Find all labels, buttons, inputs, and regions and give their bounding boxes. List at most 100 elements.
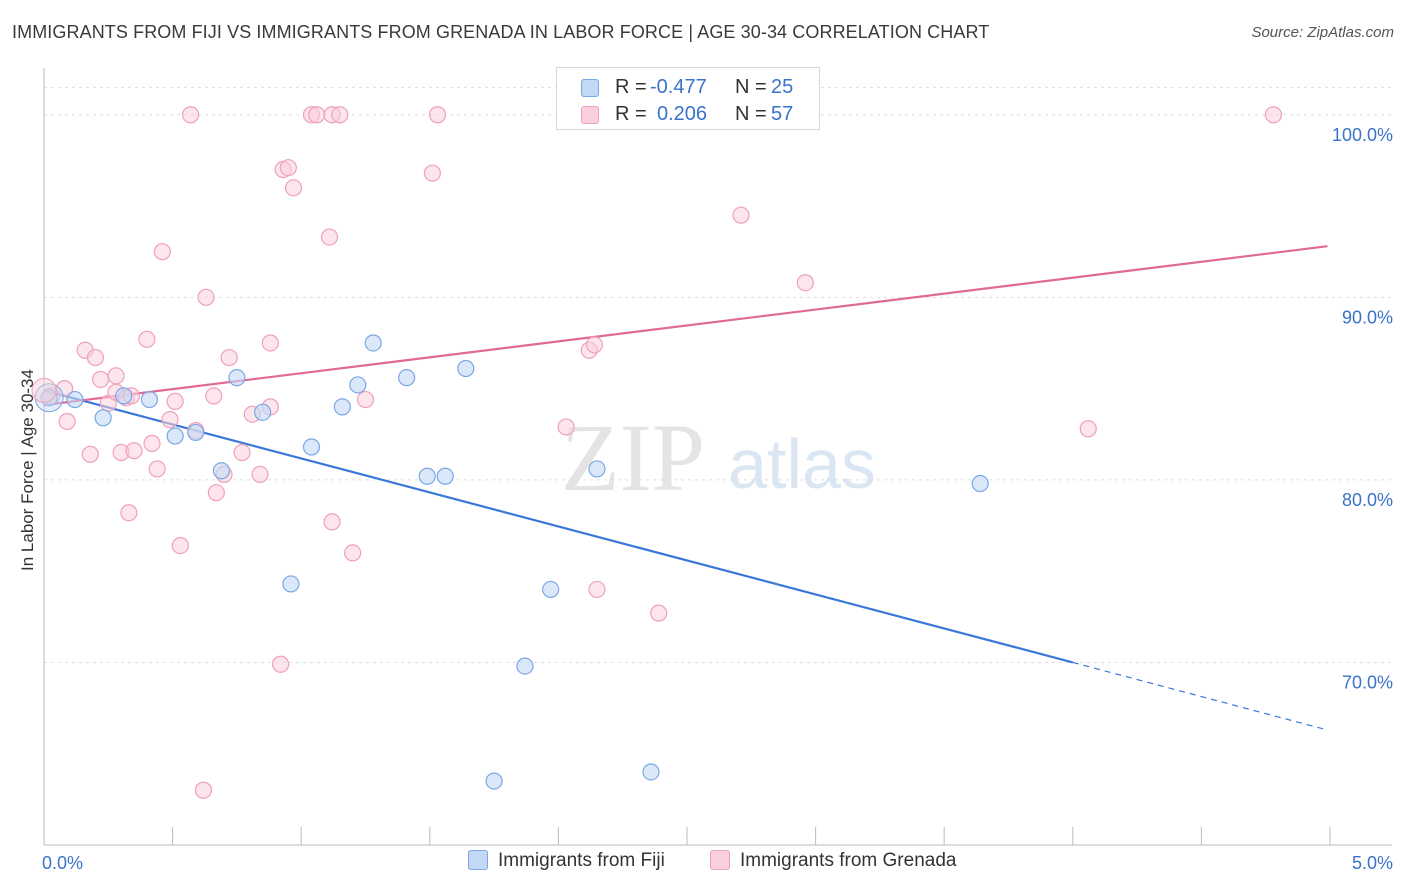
grenada-point — [220, 348, 238, 367]
legend-r-value-grenada: 0.206 — [657, 103, 708, 125]
fiji-point — [588, 460, 606, 478]
grenada-point — [557, 418, 575, 436]
fiji-point — [282, 575, 300, 593]
fiji-point — [542, 580, 560, 599]
correlation-legend: R = -0.477 N = 25 R = 0.206 N = 57 — [556, 67, 820, 130]
grenada-point — [272, 655, 290, 673]
fiji-point — [642, 763, 660, 781]
y-tick-label: 90.0% — [1342, 307, 1393, 327]
grenada-point — [55, 380, 74, 398]
grenada-point — [323, 513, 341, 531]
bottom-legend-label-fiji: Immigrants from Fiji — [498, 850, 665, 871]
grenada-trend-line — [43, 245, 1328, 407]
grenada-point — [153, 243, 171, 261]
legend-n-label: N = — [735, 103, 767, 125]
grenada-point — [428, 106, 447, 124]
y-axis-label: In Labor Force | Age 30-34 — [18, 369, 37, 571]
bottom-legend-label-grenada: Immigrants from Grenada — [740, 850, 957, 871]
legend-swatch-grenada — [581, 106, 599, 124]
grenada-point — [58, 412, 76, 431]
grenada-point — [588, 580, 606, 599]
grenada-point — [86, 348, 105, 367]
y-tick-label: 100.0% — [1332, 125, 1393, 145]
fiji-point — [254, 403, 272, 421]
grenada-point — [91, 370, 110, 389]
tick-labels: 70.0% 80.0% 90.0% 100.0% 0.0% 5.0% — [42, 125, 1393, 873]
fiji-point — [115, 387, 133, 405]
grenada-point — [344, 544, 362, 562]
fiji-point — [418, 467, 436, 485]
fiji-point — [398, 369, 416, 387]
grenada-point — [107, 367, 125, 385]
grenada-point — [308, 106, 326, 124]
fiji-point — [212, 462, 231, 480]
bottom-legend-swatch-grenada — [710, 850, 730, 870]
bottom-legend-swatch-fiji — [468, 850, 488, 870]
fiji-point — [228, 369, 246, 387]
legend-swatch-fiji — [581, 79, 599, 97]
fiji-point — [66, 390, 84, 409]
fiji-point — [457, 359, 475, 378]
fiji-point — [187, 423, 205, 442]
data-points — [31, 106, 1283, 799]
y-tick-label: 70.0% — [1342, 672, 1393, 692]
watermark-atlas: atlas — [728, 425, 876, 503]
legend-r-label: R = — [615, 76, 647, 98]
fiji-point — [364, 334, 382, 352]
fiji-point — [302, 438, 321, 456]
fiji-trend-extension — [1072, 661, 1328, 731]
legend-n-value-grenada: 57 — [771, 103, 794, 125]
gridlines — [44, 86, 1392, 663]
grenada-point — [182, 106, 200, 124]
grenada-point — [1264, 106, 1283, 124]
bottom-legend-fiji: Immigrants from Fiji — [468, 850, 665, 878]
grenada-point — [732, 206, 750, 224]
grenada-point — [143, 434, 161, 452]
grenada-point — [148, 460, 166, 478]
chart-title: IMMIGRANTS FROM FIJI VS IMMIGRANTS FROM … — [12, 22, 990, 42]
fiji-point — [516, 657, 534, 675]
legend-n-label: N = — [735, 76, 767, 98]
grenada-point — [233, 443, 251, 462]
grenada-point — [279, 159, 297, 177]
trend-lines — [43, 245, 1328, 731]
fiji-point — [166, 427, 184, 445]
grenada-point — [138, 330, 156, 348]
grenada-point — [356, 390, 375, 409]
grenada-point — [251, 465, 269, 484]
grenada-point — [194, 781, 213, 799]
grenada-point — [585, 336, 604, 354]
grenada-point — [120, 504, 138, 522]
grenada-point — [650, 604, 668, 622]
grenada-point — [331, 106, 349, 124]
grenada-point — [423, 164, 441, 182]
y-tick-label: 80.0% — [1342, 490, 1393, 510]
fiji-point — [94, 409, 112, 427]
grenada-point — [320, 228, 339, 246]
grenada-point — [284, 179, 303, 197]
fiji-point — [40, 389, 58, 407]
grenada-point — [207, 484, 225, 502]
legend-row-fiji: R = -0.477 N = 25 — [557, 73, 819, 101]
legend-row-grenada: R = 0.206 N = 57 — [557, 100, 819, 128]
axes — [43, 68, 1392, 846]
watermark-zip: ZIP — [561, 404, 705, 511]
fiji-point — [349, 376, 367, 394]
x-tick-label: 5.0% — [1352, 853, 1393, 873]
fiji-point — [436, 467, 454, 485]
grenada-point — [81, 445, 99, 463]
fiji-point — [140, 390, 159, 409]
fiji-point — [485, 772, 503, 790]
fiji-trend-line — [43, 389, 1074, 664]
fiji-point — [971, 474, 989, 493]
legend-r-label: R = — [615, 103, 647, 125]
watermark: ZIP atlas — [561, 404, 876, 511]
grenada-point-cluster — [31, 377, 57, 403]
x-tick-label: 0.0% — [42, 853, 83, 873]
legend-n-value-fiji: 25 — [771, 76, 794, 98]
source-note: Source: ZipAtlas.com — [1251, 24, 1394, 41]
grenada-point — [1079, 420, 1097, 438]
grenada-point — [171, 537, 189, 555]
grenada-point — [205, 387, 223, 405]
bottom-legend-grenada: Immigrants from Grenada — [710, 850, 956, 878]
